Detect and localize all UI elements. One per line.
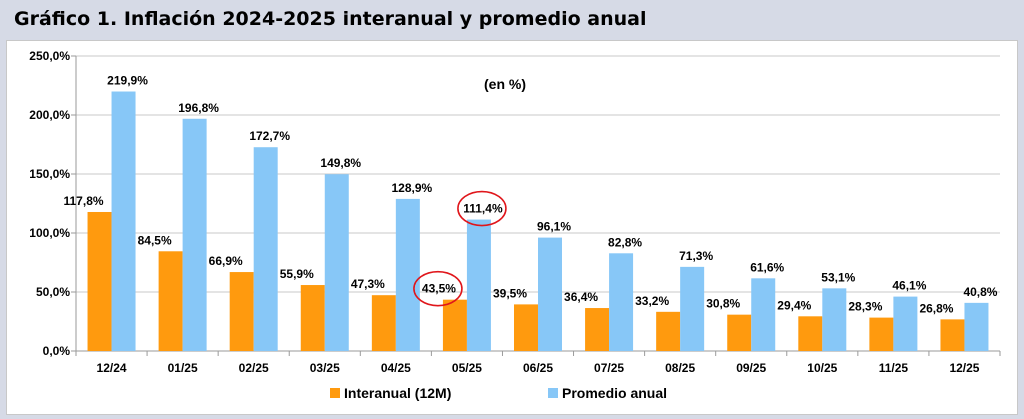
chart-area bbox=[6, 40, 1018, 415]
chart-title: Gráfico 1. Inflación 2024-2025 interanua… bbox=[14, 8, 647, 30]
bar-interanual bbox=[87, 211, 112, 351]
data-label: 26,8% bbox=[919, 301, 953, 315]
data-label: 40,8% bbox=[963, 285, 997, 299]
bar-interanual bbox=[514, 304, 538, 351]
bar-interanual bbox=[727, 314, 752, 351]
data-label: 43,5% bbox=[422, 282, 456, 296]
bar-promedio bbox=[964, 302, 989, 351]
data-label: 29,4% bbox=[777, 298, 811, 312]
bar-interanual bbox=[656, 311, 681, 351]
bar-promedio bbox=[538, 237, 562, 351]
data-label: 111,4% bbox=[463, 202, 503, 216]
highlight-circle bbox=[457, 190, 507, 227]
bar-interanual bbox=[371, 295, 396, 351]
legend-swatch bbox=[548, 388, 558, 398]
data-label: 47,3% bbox=[351, 277, 385, 291]
bar-interanual bbox=[442, 299, 467, 351]
data-label: 172,7% bbox=[249, 129, 290, 143]
x-tick-label: 05/25 bbox=[452, 361, 482, 375]
data-label: 30,8% bbox=[706, 297, 740, 311]
bar-interanual bbox=[158, 251, 183, 351]
bar-promedio bbox=[751, 278, 776, 351]
data-label: 66,9% bbox=[209, 254, 243, 268]
bar-interanual bbox=[869, 317, 894, 351]
x-tick-label: 08/25 bbox=[665, 361, 695, 375]
legend-swatch bbox=[330, 388, 340, 398]
data-label: 196,8% bbox=[178, 101, 219, 115]
bar-interanual bbox=[300, 285, 325, 351]
bar-promedio bbox=[395, 198, 420, 351]
bar-promedio bbox=[111, 91, 136, 351]
bar-interanual bbox=[229, 272, 254, 351]
x-tick-label: 01/25 bbox=[168, 361, 198, 375]
bar-promedio bbox=[466, 219, 491, 351]
x-tick-label: 09/25 bbox=[736, 361, 766, 375]
x-tick-label: 07/25 bbox=[594, 361, 624, 375]
y-tick-label: 0,0% bbox=[43, 344, 71, 358]
data-label: 128,9% bbox=[391, 181, 432, 195]
bar-promedio bbox=[609, 253, 634, 351]
bar-interanual bbox=[940, 319, 965, 351]
data-label: 28,3% bbox=[848, 300, 882, 314]
legend-label: Interanual (12M) bbox=[344, 385, 451, 401]
x-tick-label: 02/25 bbox=[239, 361, 269, 375]
bar-promedio bbox=[182, 118, 207, 351]
x-tick-label: 12/24 bbox=[97, 361, 127, 375]
data-label: 82,8% bbox=[608, 235, 642, 249]
bar-promedio bbox=[253, 147, 278, 351]
x-tick-label: 03/25 bbox=[310, 361, 340, 375]
y-tick-label: 50,0% bbox=[36, 285, 70, 299]
data-label: 53,1% bbox=[821, 270, 855, 284]
y-tick-label: 150,0% bbox=[29, 167, 70, 181]
highlight-circle bbox=[413, 270, 463, 307]
y-tick-label: 250,0% bbox=[29, 49, 70, 63]
unit-annotation: (en %) bbox=[484, 76, 526, 92]
data-label: 39,5% bbox=[493, 286, 527, 300]
data-label: 33,2% bbox=[635, 294, 669, 308]
x-tick-label: 12/25 bbox=[949, 361, 979, 375]
bar-promedio bbox=[680, 266, 705, 351]
bar-promedio bbox=[822, 288, 847, 351]
data-label: 117,8% bbox=[64, 194, 104, 208]
x-tick-label: 10/25 bbox=[807, 361, 837, 375]
data-label: 61,6% bbox=[750, 260, 784, 274]
x-tick-label: 04/25 bbox=[381, 361, 411, 375]
bar-interanual bbox=[798, 316, 823, 351]
data-label: 84,5% bbox=[138, 233, 172, 247]
y-tick-label: 100,0% bbox=[29, 226, 70, 240]
data-label: 46,1% bbox=[892, 279, 926, 293]
y-tick-label: 200,0% bbox=[29, 108, 70, 122]
data-label: 55,9% bbox=[280, 267, 314, 281]
x-tick-label: 06/25 bbox=[523, 361, 553, 375]
bar-promedio bbox=[324, 174, 349, 351]
legend-label: Promedio anual bbox=[562, 385, 667, 401]
data-label: 71,3% bbox=[679, 249, 713, 263]
x-tick-label: 11/25 bbox=[879, 361, 909, 375]
data-label: 149,8% bbox=[320, 156, 361, 170]
bar-promedio bbox=[893, 296, 918, 351]
data-label: 36,4% bbox=[564, 290, 598, 304]
data-label: 96,1% bbox=[537, 220, 571, 234]
data-label: 219,9% bbox=[107, 74, 148, 88]
bar-interanual bbox=[585, 308, 610, 351]
